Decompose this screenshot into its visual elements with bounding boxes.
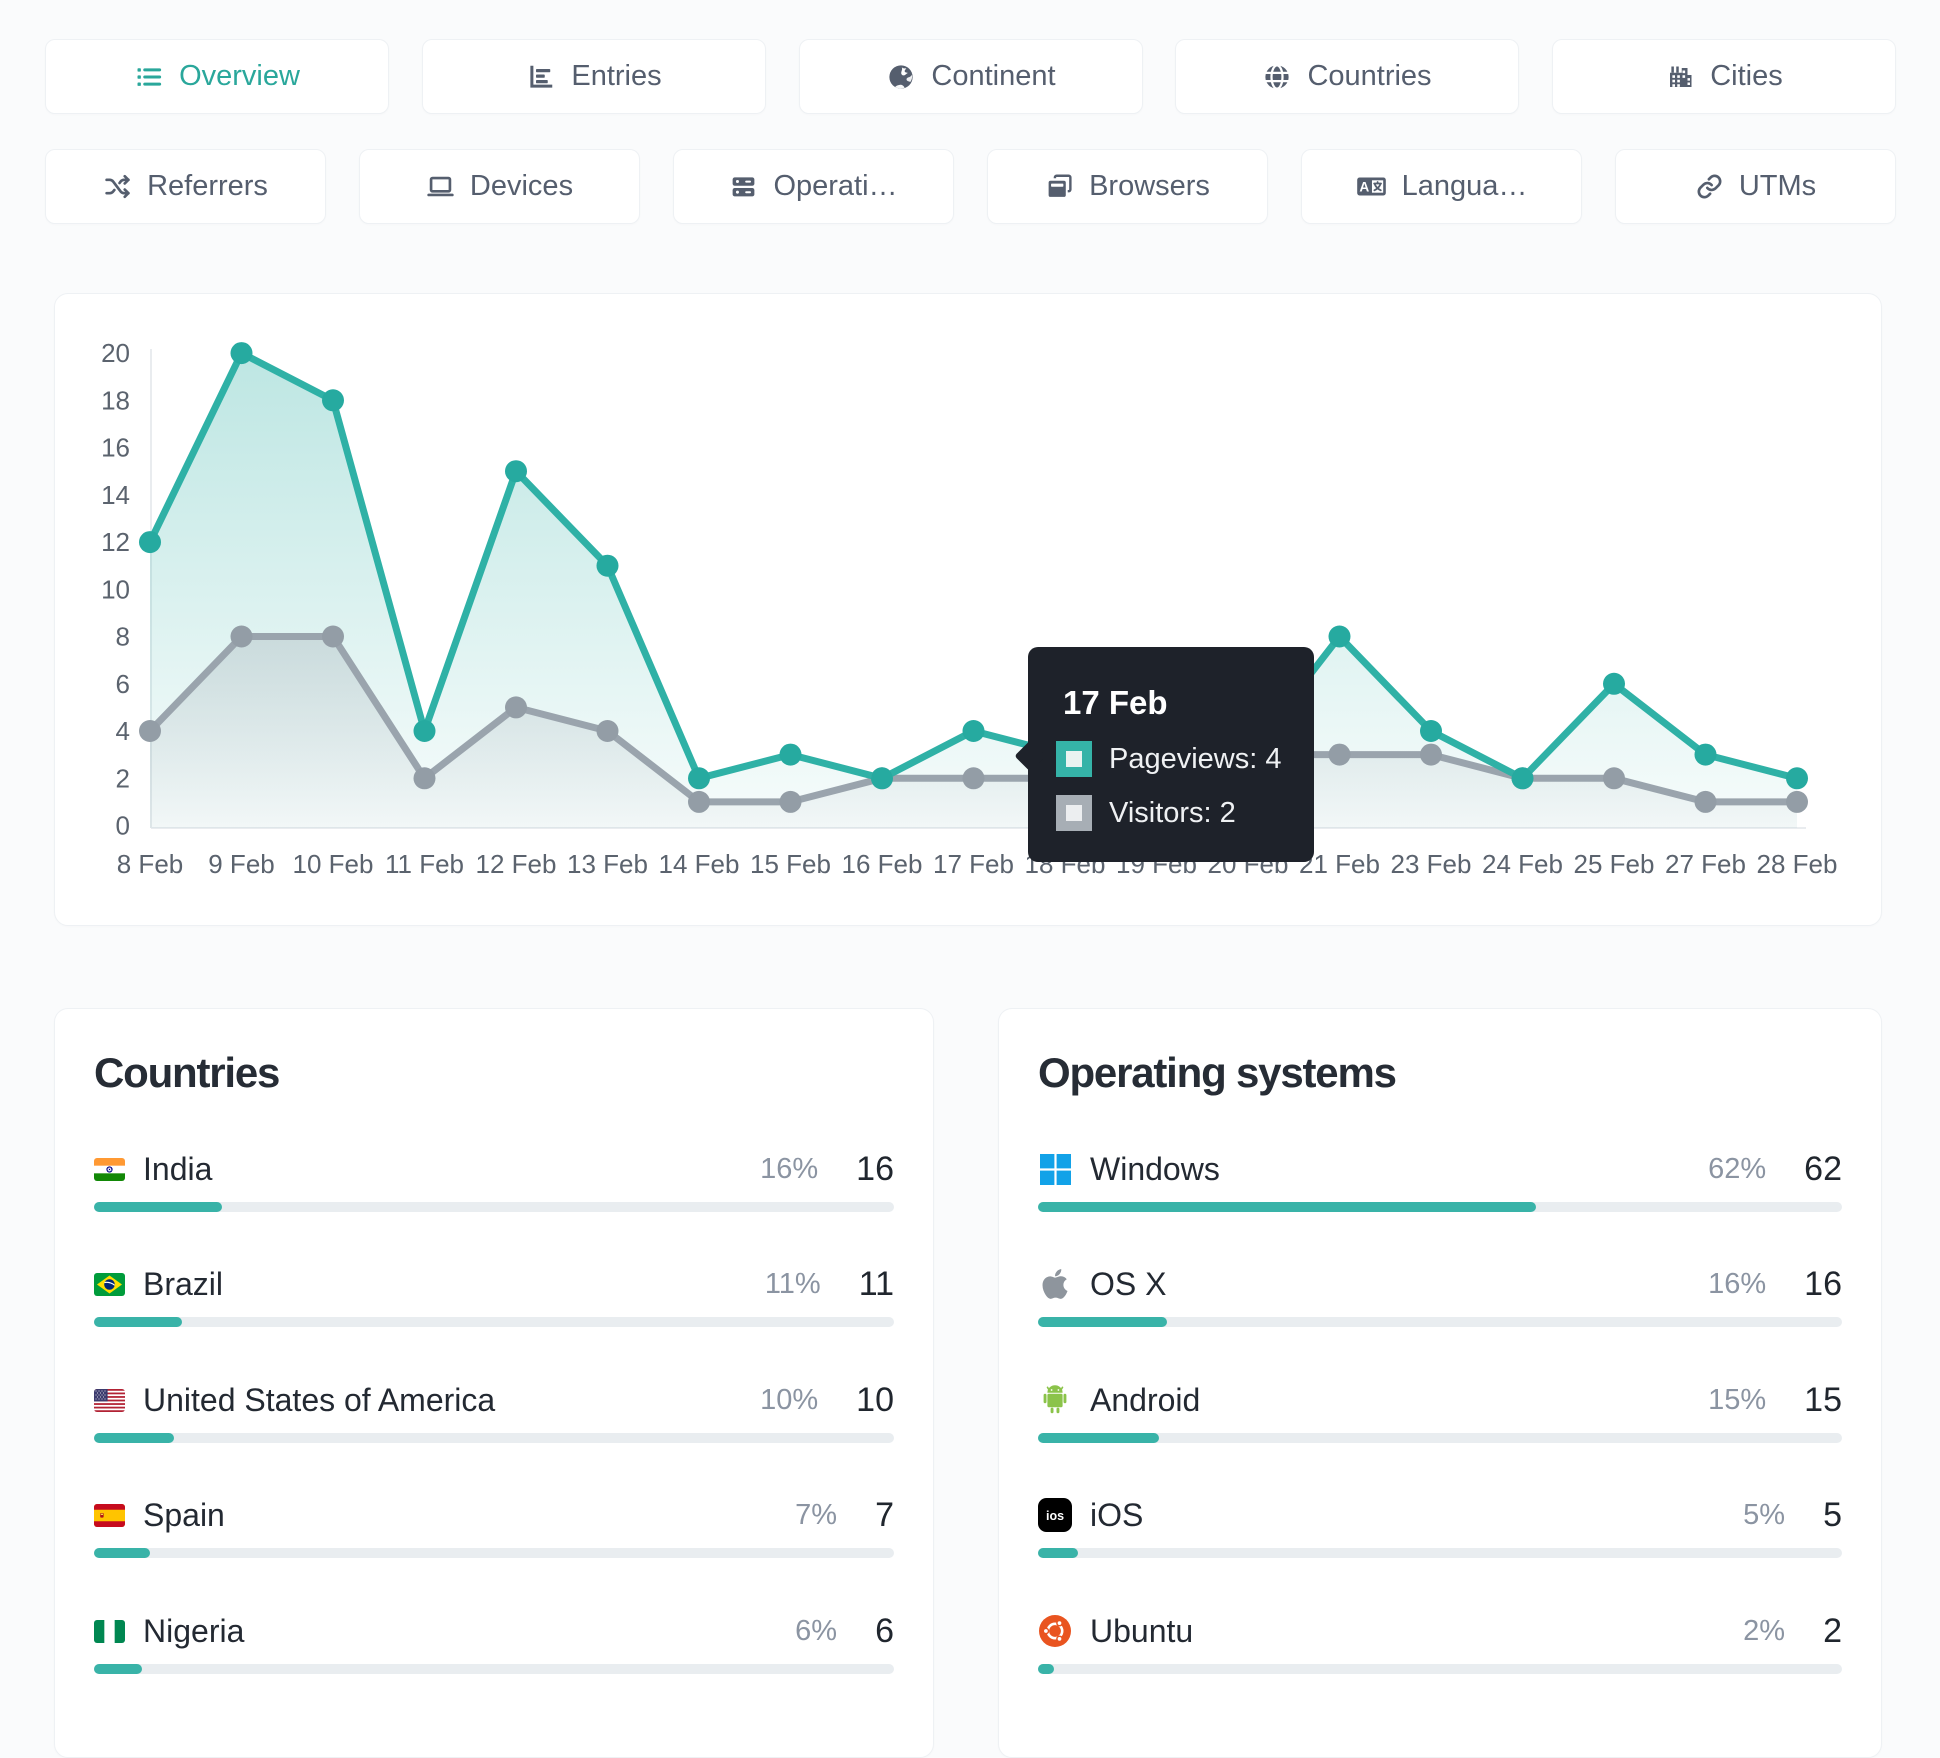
svg-text:27 Feb: 27 Feb xyxy=(1665,849,1746,879)
svg-text:12 Feb: 12 Feb xyxy=(476,849,557,879)
svg-text:A: A xyxy=(1359,180,1369,195)
svg-text:18: 18 xyxy=(101,385,130,415)
svg-text:10 Feb: 10 Feb xyxy=(293,849,374,879)
svg-text:24 Feb: 24 Feb xyxy=(1482,849,1563,879)
svg-text:11 Feb: 11 Feb xyxy=(385,849,464,879)
svg-text:16: 16 xyxy=(101,433,130,463)
svg-text:25 Feb: 25 Feb xyxy=(1574,849,1655,879)
svg-text:4: 4 xyxy=(116,716,130,746)
svg-text:9 Feb: 9 Feb xyxy=(208,849,275,879)
svg-text:14: 14 xyxy=(101,480,130,510)
svg-text:12: 12 xyxy=(101,527,130,557)
svg-text:10: 10 xyxy=(101,574,130,604)
svg-text:0: 0 xyxy=(116,811,130,841)
svg-text:28 Feb: 28 Feb xyxy=(1757,849,1838,879)
svg-text:17 Feb: 17 Feb xyxy=(933,849,1014,879)
svg-text:6: 6 xyxy=(116,669,130,699)
svg-text:23 Feb: 23 Feb xyxy=(1391,849,1472,879)
svg-text:14 Feb: 14 Feb xyxy=(659,849,740,879)
svg-text:20: 20 xyxy=(101,338,130,368)
svg-text:13 Feb: 13 Feb xyxy=(567,849,648,879)
svg-text:15 Feb: 15 Feb xyxy=(750,849,831,879)
svg-text:8: 8 xyxy=(116,622,130,652)
svg-text:2: 2 xyxy=(116,763,130,793)
svg-text:8 Feb: 8 Feb xyxy=(117,849,184,879)
svg-text:16 Feb: 16 Feb xyxy=(842,849,923,879)
svg-text:ios: ios xyxy=(1046,1509,1064,1523)
